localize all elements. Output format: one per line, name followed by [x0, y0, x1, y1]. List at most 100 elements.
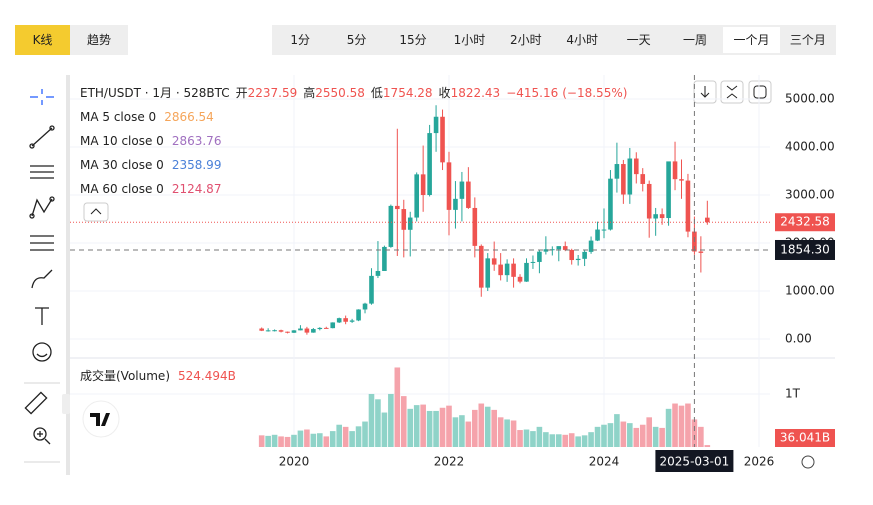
- x-tick-label: 2024: [589, 455, 620, 469]
- timeframe-button[interactable]: 三个月: [789, 33, 826, 47]
- ruler-tool[interactable]: [24, 391, 48, 415]
- hline-tool[interactable]: [30, 165, 54, 179]
- emoji-tool[interactable]: [32, 342, 52, 362]
- open-label: 开: [236, 86, 248, 100]
- volume-bar: [659, 427, 665, 447]
- candle-body: [304, 328, 310, 333]
- candle-body: [485, 258, 491, 288]
- volume-bar: [452, 417, 459, 447]
- scroll-button[interactable]: [693, 80, 717, 104]
- candle-body: [278, 330, 284, 332]
- ma-value: 2863.76: [172, 134, 222, 148]
- volume-bar: [278, 436, 284, 447]
- volume-bar: [368, 393, 375, 447]
- chart-buttons: [83, 80, 772, 222]
- timeframe-button[interactable]: 一个月: [723, 27, 780, 53]
- candle-body: [440, 116, 445, 163]
- last-price-box: [775, 213, 835, 232]
- candle-body: [395, 205, 400, 210]
- volume-bar: [614, 414, 620, 447]
- candle-body: [401, 209, 407, 230]
- candle-body: [504, 263, 510, 276]
- ma-name: MA 30 close 0: [80, 158, 164, 172]
- y-tick-label: 5000.00: [785, 91, 835, 105]
- zoom-tool[interactable]: [33, 427, 51, 445]
- candle-body: [588, 240, 594, 252]
- candle-body: [291, 330, 297, 333]
- volume-bar: [297, 430, 304, 447]
- fib-tool[interactable]: [30, 235, 54, 251]
- timeframe-button[interactable]: 5分: [346, 33, 367, 47]
- brush-tool[interactable]: [31, 269, 53, 289]
- candle-body: [336, 318, 342, 323]
- pattern-tool[interactable]: [29, 196, 55, 219]
- volume-bar: [665, 408, 672, 447]
- volume-bar: [459, 415, 465, 447]
- crosshair-price-box: [775, 239, 835, 260]
- candle-body: [466, 181, 471, 208]
- collapse-handle[interactable]: [62, 394, 70, 414]
- timeframe-button[interactable]: 1小时: [453, 33, 486, 47]
- volume-bar: [271, 434, 278, 447]
- volume-bar: [413, 405, 420, 447]
- volume-bar: [581, 435, 588, 447]
- collapse-legend-button[interactable]: [83, 202, 109, 222]
- candle-body: [633, 158, 639, 175]
- ma-name: MA 10 close 0: [80, 134, 164, 148]
- candle-body: [388, 205, 394, 247]
- timeframe-button[interactable]: 4小时: [566, 33, 599, 47]
- tab[interactable]: 趋势: [70, 25, 128, 55]
- low-value: 1754.28: [383, 86, 433, 100]
- volume-bar: [342, 426, 349, 447]
- volume-bar: [549, 434, 556, 447]
- candle-body: [562, 246, 568, 250]
- candle-body: [601, 229, 607, 231]
- candle-body: [685, 180, 691, 232]
- volume-bar: [394, 367, 401, 447]
- volume-bar: [284, 436, 291, 447]
- candle-body: [498, 264, 503, 276]
- candle-body: [433, 116, 439, 134]
- crosshair-tool[interactable]: [30, 89, 54, 105]
- volume-legend: 成交量(Volume) 524.494B: [80, 368, 236, 383]
- change-pct-value: (−18.55%): [562, 86, 627, 100]
- volume-bar: [258, 435, 265, 447]
- ma-legend: MA 30 close 0 2358.99: [80, 158, 221, 172]
- tab[interactable]: K线: [15, 25, 70, 55]
- ma-name: MA 60 close 0: [80, 182, 164, 196]
- candle-body: [478, 245, 484, 288]
- volume-bar: [517, 430, 523, 447]
- fullscreen-button[interactable]: [748, 80, 772, 104]
- volume-bar: [639, 424, 646, 447]
- volume-bar: [685, 403, 691, 447]
- candle-body: [459, 181, 465, 199]
- volume-bar: [317, 433, 323, 447]
- timeframe-button[interactable]: 一天: [626, 33, 651, 47]
- timeframe-button[interactable]: 2小时: [510, 33, 542, 47]
- ma-name: MA 5 close 0: [80, 110, 156, 124]
- x-tick-label: 2020: [279, 455, 310, 469]
- close-value: 1822.43: [451, 86, 501, 100]
- volume-bar: [439, 407, 446, 447]
- volume-bar: [536, 426, 543, 447]
- volume-bar: [504, 419, 510, 447]
- candle-body: [659, 214, 665, 219]
- volume-bar: [420, 404, 426, 447]
- text-tool[interactable]: [35, 307, 49, 325]
- collapse-button[interactable]: [720, 80, 744, 104]
- volume-bar: [491, 409, 497, 447]
- volume-bar: [555, 434, 562, 447]
- candle-body: [356, 309, 361, 321]
- candle-body: [491, 258, 497, 265]
- volume-bar: [601, 424, 607, 447]
- settings-icon[interactable]: [801, 455, 815, 469]
- timeframe-button[interactable]: 一周: [683, 33, 708, 47]
- line-tool[interactable]: [29, 125, 55, 149]
- volume-bar: [510, 420, 517, 447]
- timeframe-button[interactable]: 15分: [399, 33, 427, 47]
- candle-body: [330, 322, 336, 329]
- timeframe-button[interactable]: 1分: [290, 33, 311, 47]
- volume-bar: [355, 426, 362, 447]
- volume-bar: [349, 431, 355, 447]
